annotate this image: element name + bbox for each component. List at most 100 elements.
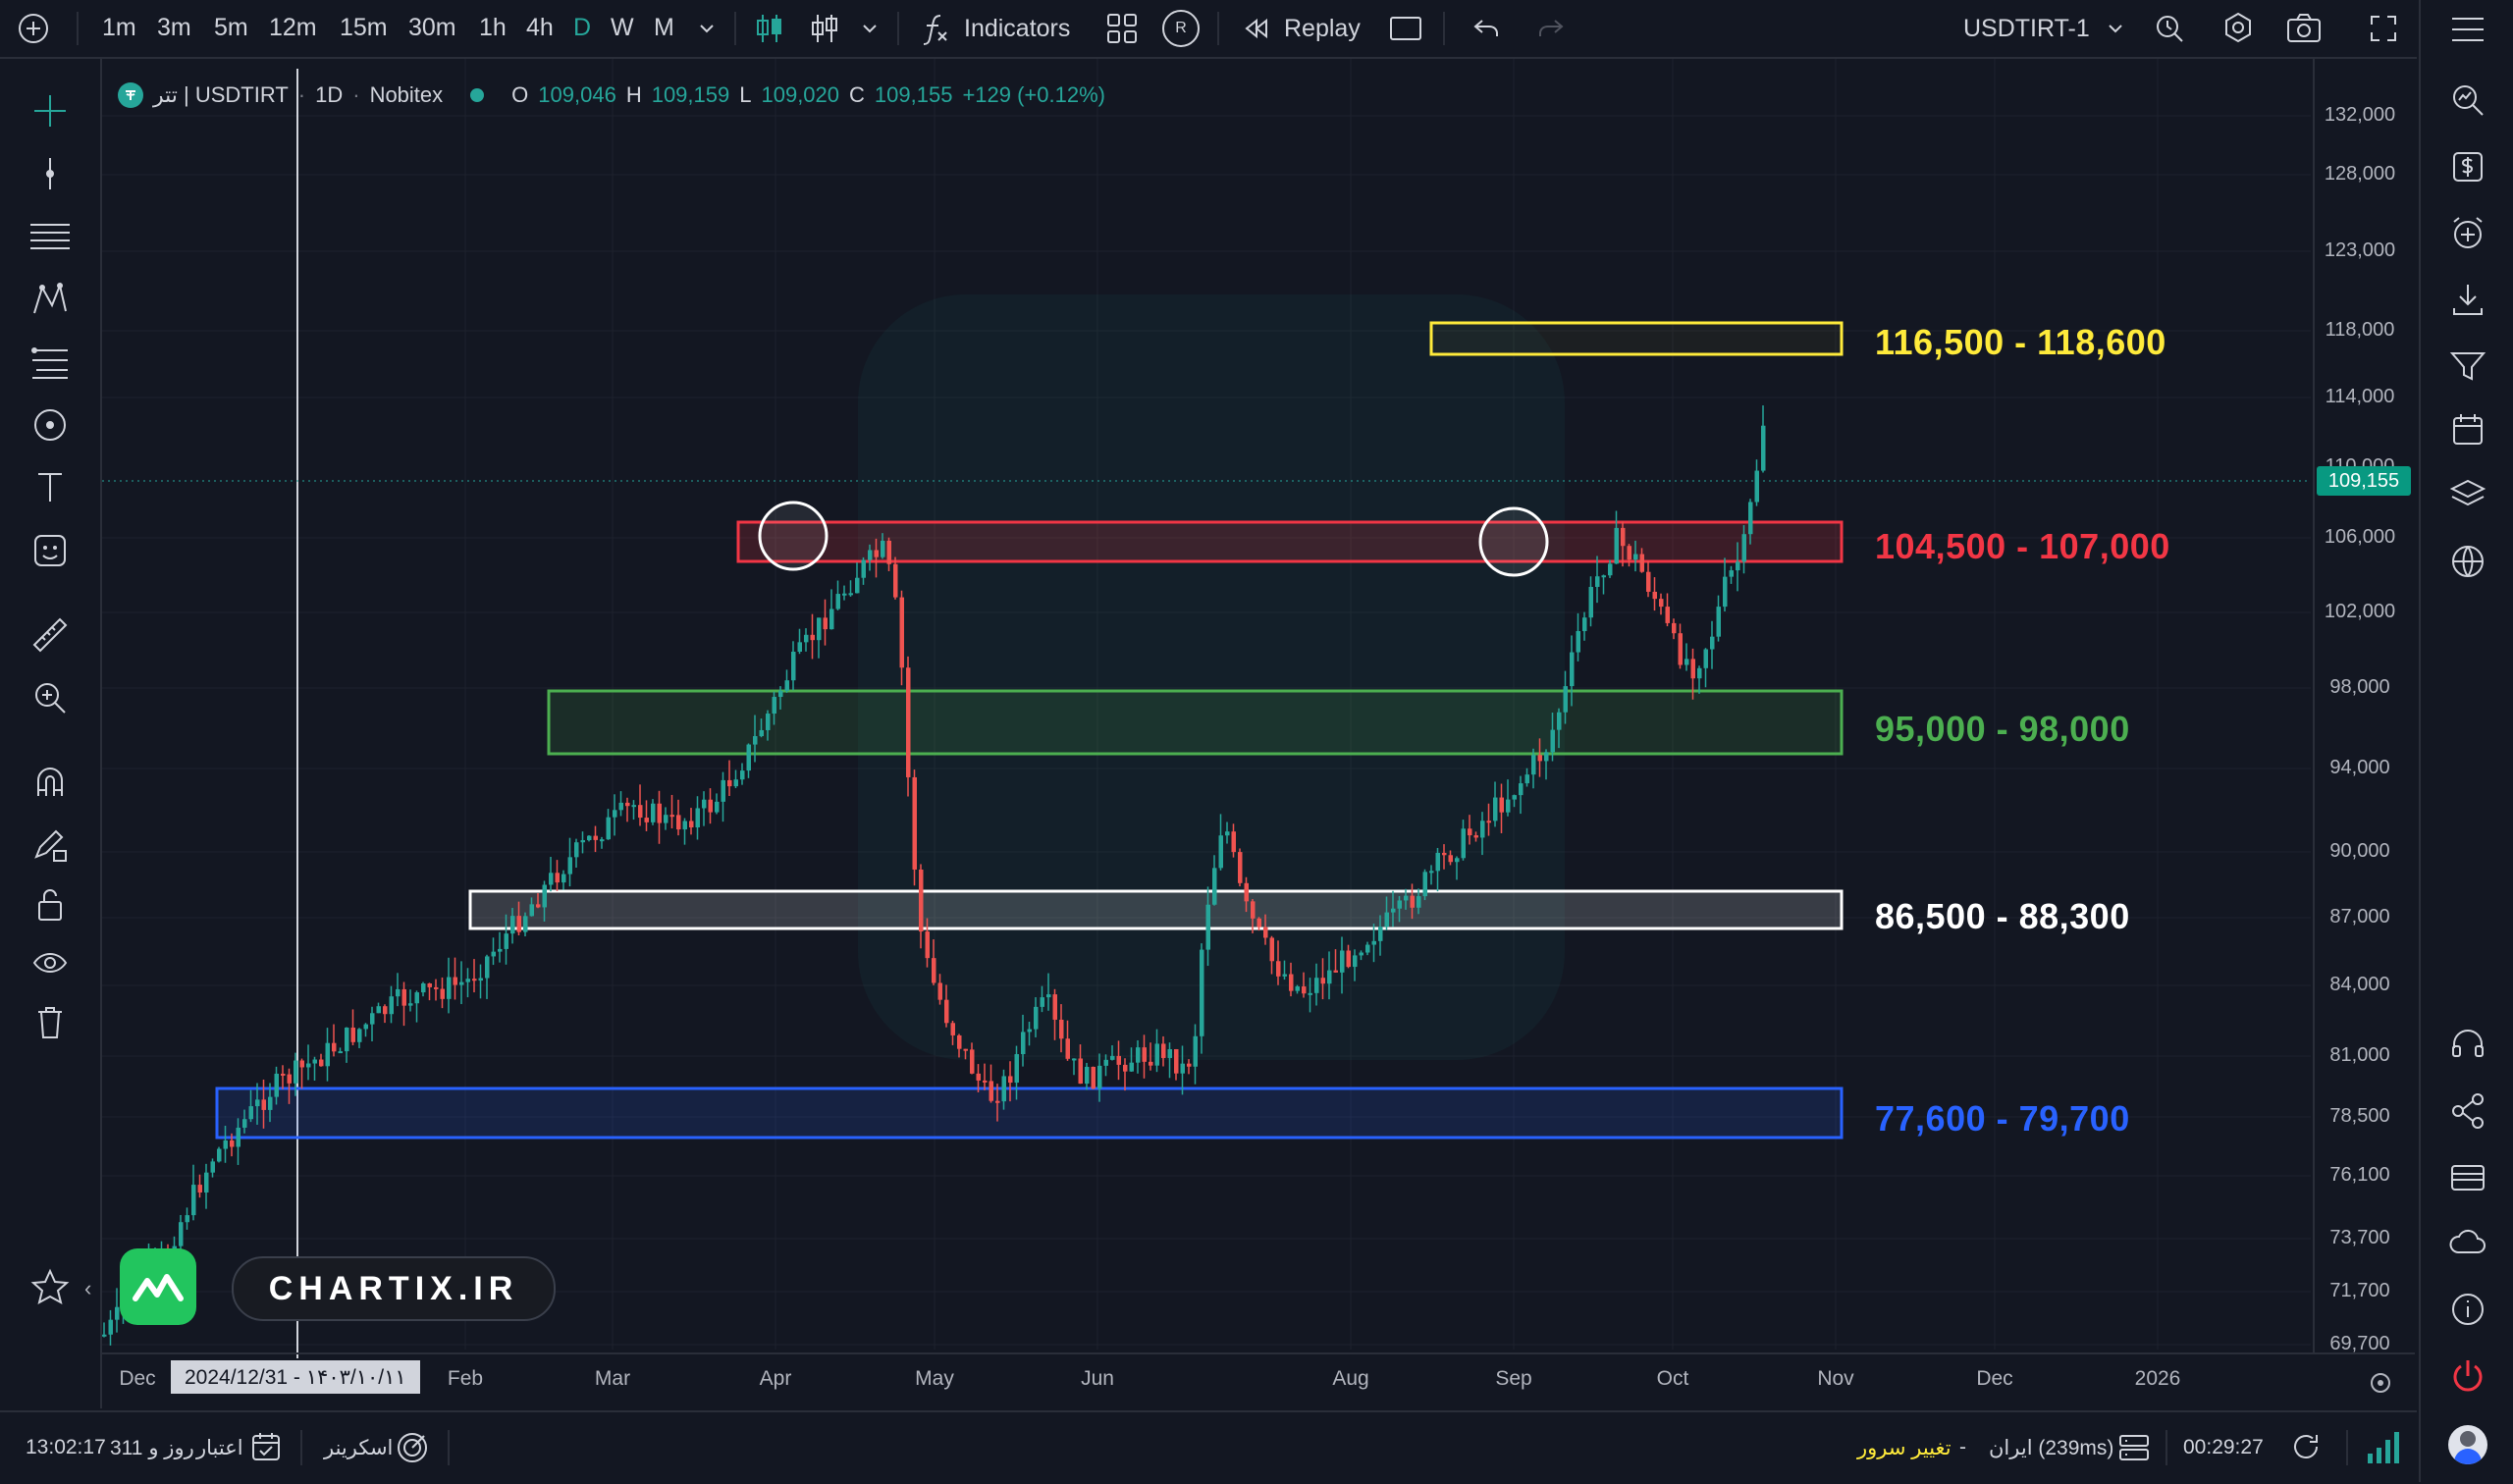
pattern-icon[interactable] bbox=[26, 275, 75, 324]
axis-settings-icon[interactable] bbox=[2366, 1368, 2395, 1403]
timeframe-m[interactable]: M bbox=[654, 14, 674, 41]
alert-icon[interactable] bbox=[2152, 10, 2187, 47]
magnet-icon[interactable] bbox=[26, 758, 75, 807]
candle-body bbox=[855, 577, 860, 594]
headset-icon[interactable] bbox=[2442, 1019, 2493, 1070]
candle-body bbox=[115, 1306, 120, 1320]
timeframe-d[interactable]: D bbox=[573, 14, 592, 41]
timeframe-w[interactable]: W bbox=[611, 14, 634, 41]
zone-blue[interactable] bbox=[215, 1086, 1844, 1140]
candle-body bbox=[976, 1073, 981, 1081]
crosshair-icon[interactable] bbox=[26, 86, 75, 135]
download-icon[interactable] bbox=[2442, 275, 2493, 326]
fullscreen-icon[interactable] bbox=[2368, 10, 2399, 47]
radar-icon[interactable] bbox=[395, 1430, 430, 1471]
layers-icon[interactable] bbox=[2442, 469, 2493, 520]
calendar-check-icon[interactable] bbox=[249, 1430, 283, 1469]
bar-style-icon[interactable] bbox=[807, 10, 842, 47]
r-badge[interactable]: R bbox=[1162, 10, 1200, 47]
chevron-down-icon[interactable] bbox=[858, 10, 882, 47]
search-icon[interactable] bbox=[2442, 75, 2493, 126]
candle-body bbox=[179, 1222, 184, 1246]
lock-icon[interactable] bbox=[26, 879, 75, 928]
candle-body bbox=[766, 714, 771, 730]
candle-body bbox=[1384, 912, 1389, 928]
server-change-link[interactable]: تغییر سرور bbox=[1857, 1437, 1952, 1459]
emoji-icon[interactable] bbox=[26, 526, 75, 575]
text-icon[interactable] bbox=[26, 463, 75, 512]
chart-pane[interactable]: 132,000 128,000 123,000 118,000 114,000 … bbox=[102, 59, 2415, 1408]
candle-body bbox=[1652, 591, 1657, 600]
redo-icon[interactable] bbox=[1535, 10, 1567, 47]
replay-button[interactable]: Replay bbox=[1243, 10, 1361, 47]
timeframe-1h[interactable]: 1h bbox=[479, 14, 507, 41]
collapse-chevron-icon[interactable]: ‹ bbox=[84, 1276, 92, 1300]
candle-body bbox=[817, 617, 822, 641]
filter-icon[interactable] bbox=[2442, 340, 2493, 391]
candle-body bbox=[810, 634, 815, 641]
star-icon[interactable] bbox=[26, 1262, 75, 1311]
zone-red[interactable] bbox=[736, 520, 1844, 563]
calendar-icon[interactable] bbox=[2442, 404, 2493, 455]
candle-body bbox=[1678, 633, 1683, 665]
dollar-icon[interactable] bbox=[2442, 141, 2493, 192]
top-circle-2[interactable] bbox=[1478, 506, 1549, 577]
timeframe-3m[interactable]: 3m bbox=[157, 14, 191, 41]
refresh-icon[interactable] bbox=[2289, 1430, 2323, 1469]
server-icon[interactable] bbox=[2116, 1430, 2152, 1471]
menu-icon[interactable] bbox=[2442, 4, 2493, 55]
ruler-icon[interactable] bbox=[26, 610, 75, 660]
globe-icon[interactable] bbox=[2442, 536, 2493, 587]
candle-body bbox=[210, 1161, 215, 1173]
timeframe-4h[interactable]: 4h bbox=[526, 14, 554, 41]
fib-icon[interactable] bbox=[26, 338, 75, 387]
pencil-lock-icon[interactable] bbox=[26, 821, 75, 870]
rectangle-icon[interactable] bbox=[1388, 10, 1423, 47]
timeframe-12m[interactable]: 12m bbox=[269, 14, 317, 41]
zoom-in-icon[interactable] bbox=[26, 673, 75, 722]
candle-body bbox=[746, 744, 751, 771]
timeframe-5m[interactable]: 5m bbox=[214, 14, 248, 41]
layout-grid-icon[interactable] bbox=[1105, 10, 1139, 47]
zone-green[interactable] bbox=[547, 689, 1844, 756]
eye-icon[interactable] bbox=[26, 938, 75, 987]
brush-icon[interactable] bbox=[26, 400, 75, 450]
price-chart[interactable] bbox=[102, 59, 2415, 1408]
zone-white[interactable] bbox=[468, 889, 1844, 930]
horizontal-lines-icon[interactable] bbox=[26, 212, 75, 261]
power-icon[interactable] bbox=[2442, 1351, 2493, 1402]
candle-body bbox=[312, 1059, 317, 1064]
candle-body bbox=[1614, 527, 1619, 564]
timeframe-15m[interactable]: 15m bbox=[340, 14, 388, 41]
zone-yellow[interactable] bbox=[1429, 321, 1844, 356]
candle-body bbox=[1710, 636, 1715, 650]
candle-body bbox=[1167, 1048, 1172, 1058]
timeframe-1m[interactable]: 1m bbox=[102, 14, 136, 41]
add-icon[interactable] bbox=[16, 10, 51, 47]
candle-body bbox=[1103, 1059, 1108, 1066]
camera-icon[interactable] bbox=[2285, 10, 2323, 47]
legend-high: 109,159 bbox=[651, 82, 730, 107]
candle-body bbox=[1493, 797, 1498, 822]
symbol-selector[interactable]: USDTIRT-1 bbox=[1963, 10, 2127, 47]
candle-body bbox=[491, 951, 496, 957]
info-icon[interactable] bbox=[2442, 1284, 2493, 1335]
share-icon[interactable] bbox=[2442, 1086, 2493, 1137]
price-tick: 132,000 bbox=[2324, 104, 2396, 126]
indicators-button[interactable]: Indicators bbox=[919, 10, 1070, 47]
undo-icon[interactable] bbox=[1470, 10, 1502, 47]
avatar[interactable] bbox=[2442, 1419, 2493, 1470]
add-alert-icon[interactable] bbox=[2442, 208, 2493, 259]
cloud-icon[interactable] bbox=[2442, 1217, 2493, 1268]
candle-body bbox=[1276, 961, 1281, 977]
screener-label[interactable]: اسکرینر bbox=[324, 1437, 394, 1459]
settings-icon[interactable] bbox=[2220, 10, 2256, 47]
trash-icon[interactable] bbox=[26, 997, 75, 1046]
timeframe-30m[interactable]: 30m bbox=[408, 14, 456, 41]
top-circle-1[interactable] bbox=[758, 501, 829, 571]
trend-line-icon[interactable] bbox=[26, 149, 75, 198]
chevron-down-icon[interactable] bbox=[695, 10, 719, 47]
card-icon[interactable] bbox=[2442, 1152, 2493, 1203]
candles-icon[interactable] bbox=[752, 10, 787, 47]
